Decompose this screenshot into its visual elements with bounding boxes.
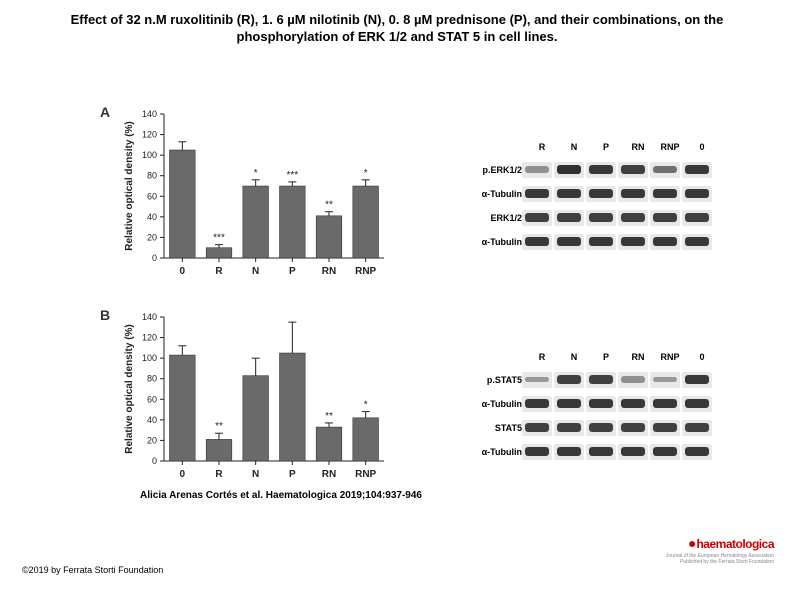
svg-text:140: 140 bbox=[142, 312, 157, 322]
svg-text:**: ** bbox=[215, 421, 223, 432]
svg-text:120: 120 bbox=[142, 332, 157, 342]
figure-title: Effect of 32 n.M ruxolitinib (R), 1. 6 µ… bbox=[0, 0, 794, 52]
svg-text:100: 100 bbox=[142, 150, 157, 160]
western-blot-a: RNPRNRNP0p.ERK1/2α-TubulinERK1/2α-Tubuli… bbox=[470, 137, 718, 251]
svg-text:0: 0 bbox=[180, 266, 186, 277]
svg-text:Relative optical density (%): Relative optical density (%) bbox=[124, 121, 135, 250]
svg-text:*: * bbox=[364, 399, 368, 410]
copyright: ©2019 by Ferrata Storti Foundation bbox=[22, 565, 163, 575]
svg-text:***: *** bbox=[286, 170, 298, 181]
panel-a-label: A bbox=[100, 104, 110, 120]
svg-text:RN: RN bbox=[322, 266, 336, 277]
svg-text:R: R bbox=[215, 469, 223, 480]
svg-text:N: N bbox=[252, 266, 259, 277]
journal-logo: ●haematologica Journal of the European H… bbox=[666, 535, 774, 565]
svg-text:RN: RN bbox=[322, 469, 336, 480]
panel-b-label: B bbox=[100, 307, 110, 323]
svg-text:R: R bbox=[215, 266, 223, 277]
svg-text:120: 120 bbox=[142, 129, 157, 139]
logo-text: haematologica bbox=[696, 537, 774, 551]
svg-text:**: ** bbox=[325, 411, 333, 422]
svg-text:N: N bbox=[252, 469, 259, 480]
svg-text:0: 0 bbox=[152, 456, 157, 466]
svg-text:0: 0 bbox=[152, 253, 157, 263]
svg-text:20: 20 bbox=[147, 232, 157, 242]
svg-text:40: 40 bbox=[147, 212, 157, 222]
svg-text:Relative optical density (%): Relative optical density (%) bbox=[124, 324, 135, 453]
svg-text:0: 0 bbox=[180, 469, 186, 480]
svg-text:80: 80 bbox=[147, 373, 157, 383]
logo-tagline: Journal of the European Hematology Assoc… bbox=[666, 553, 774, 565]
svg-text:80: 80 bbox=[147, 170, 157, 180]
svg-text:60: 60 bbox=[147, 191, 157, 201]
svg-text:*: * bbox=[254, 168, 258, 179]
svg-text:P: P bbox=[289, 266, 296, 277]
chart-a: 0 20 40 60 80 100 120 140 Relative optical densi… bbox=[120, 104, 390, 284]
chart-b: 0 20 40 60 80 100 120 140 Relative optical densi… bbox=[120, 307, 390, 487]
citation: Alicia Arenas Cortés et al. Haematologic… bbox=[140, 490, 422, 501]
svg-text:RNP: RNP bbox=[355, 266, 376, 277]
svg-text:**: ** bbox=[325, 199, 333, 210]
svg-text:P: P bbox=[289, 469, 296, 480]
svg-text:*: * bbox=[364, 168, 368, 179]
svg-text:60: 60 bbox=[147, 394, 157, 404]
svg-text:20: 20 bbox=[147, 435, 157, 445]
svg-text:***: *** bbox=[213, 232, 225, 243]
western-blot-b: RNPRNRNP0p.STAT5α-TubulinSTAT5α-Tubulin bbox=[470, 347, 718, 461]
svg-text:RNP: RNP bbox=[355, 469, 376, 480]
svg-text:40: 40 bbox=[147, 415, 157, 425]
svg-text:140: 140 bbox=[142, 109, 157, 119]
svg-text:100: 100 bbox=[142, 353, 157, 363]
